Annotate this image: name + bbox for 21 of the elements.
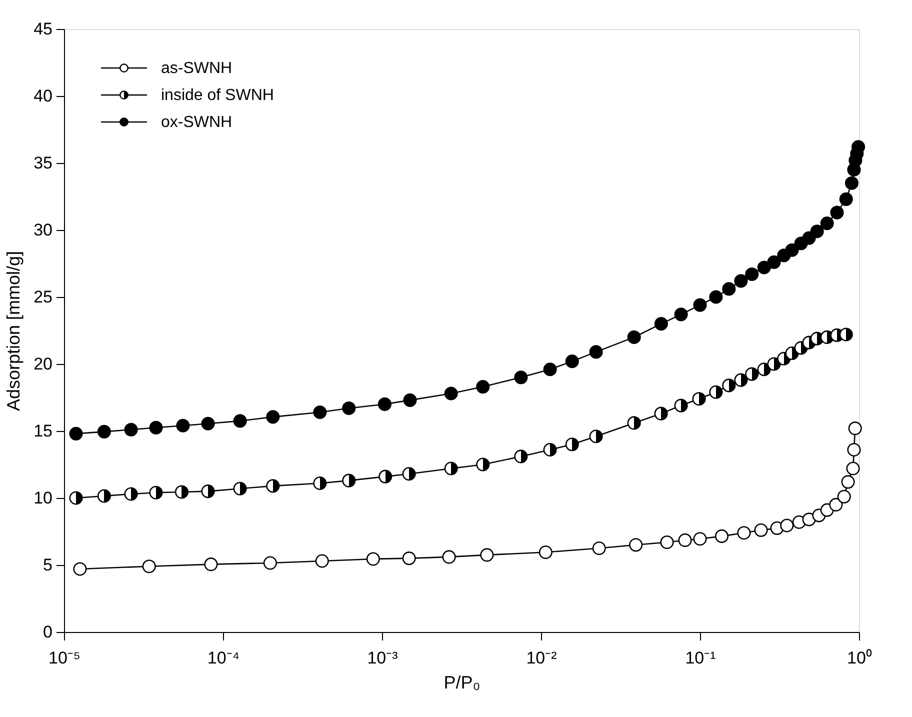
legend-label: as-SWNH <box>161 60 232 77</box>
x-tick-label: 10⁰ <box>847 648 872 668</box>
x-tick-label: 10⁻³ <box>367 648 398 668</box>
y-tick-label: 15 <box>34 422 52 440</box>
y-tick-label: 10 <box>34 488 52 508</box>
y-tick-label: 40 <box>34 86 52 106</box>
x-tick-label: 10⁻¹ <box>685 648 716 668</box>
y-tick-label: 25 <box>34 288 52 306</box>
y-axis-title: Adsorption [mmol/g] <box>4 250 24 412</box>
y-tick-label: 0 <box>43 622 52 642</box>
y-tick-label: 45 <box>34 20 52 38</box>
legend-label: ox-SWNH <box>161 114 232 131</box>
y-tick-label: 20 <box>34 354 52 374</box>
x-axis-title: P/P₀ <box>444 672 480 692</box>
x-tick-label: 10⁻² <box>526 648 558 668</box>
y-tick-label: 35 <box>34 154 52 172</box>
x-tick-label: 10⁻⁵ <box>48 648 80 668</box>
x-tick-label: 10⁻⁴ <box>207 648 240 668</box>
y-tick-label: 30 <box>34 220 52 240</box>
y-tick-label: 5 <box>43 556 52 574</box>
legend-label: inside of SWNH <box>161 87 274 104</box>
